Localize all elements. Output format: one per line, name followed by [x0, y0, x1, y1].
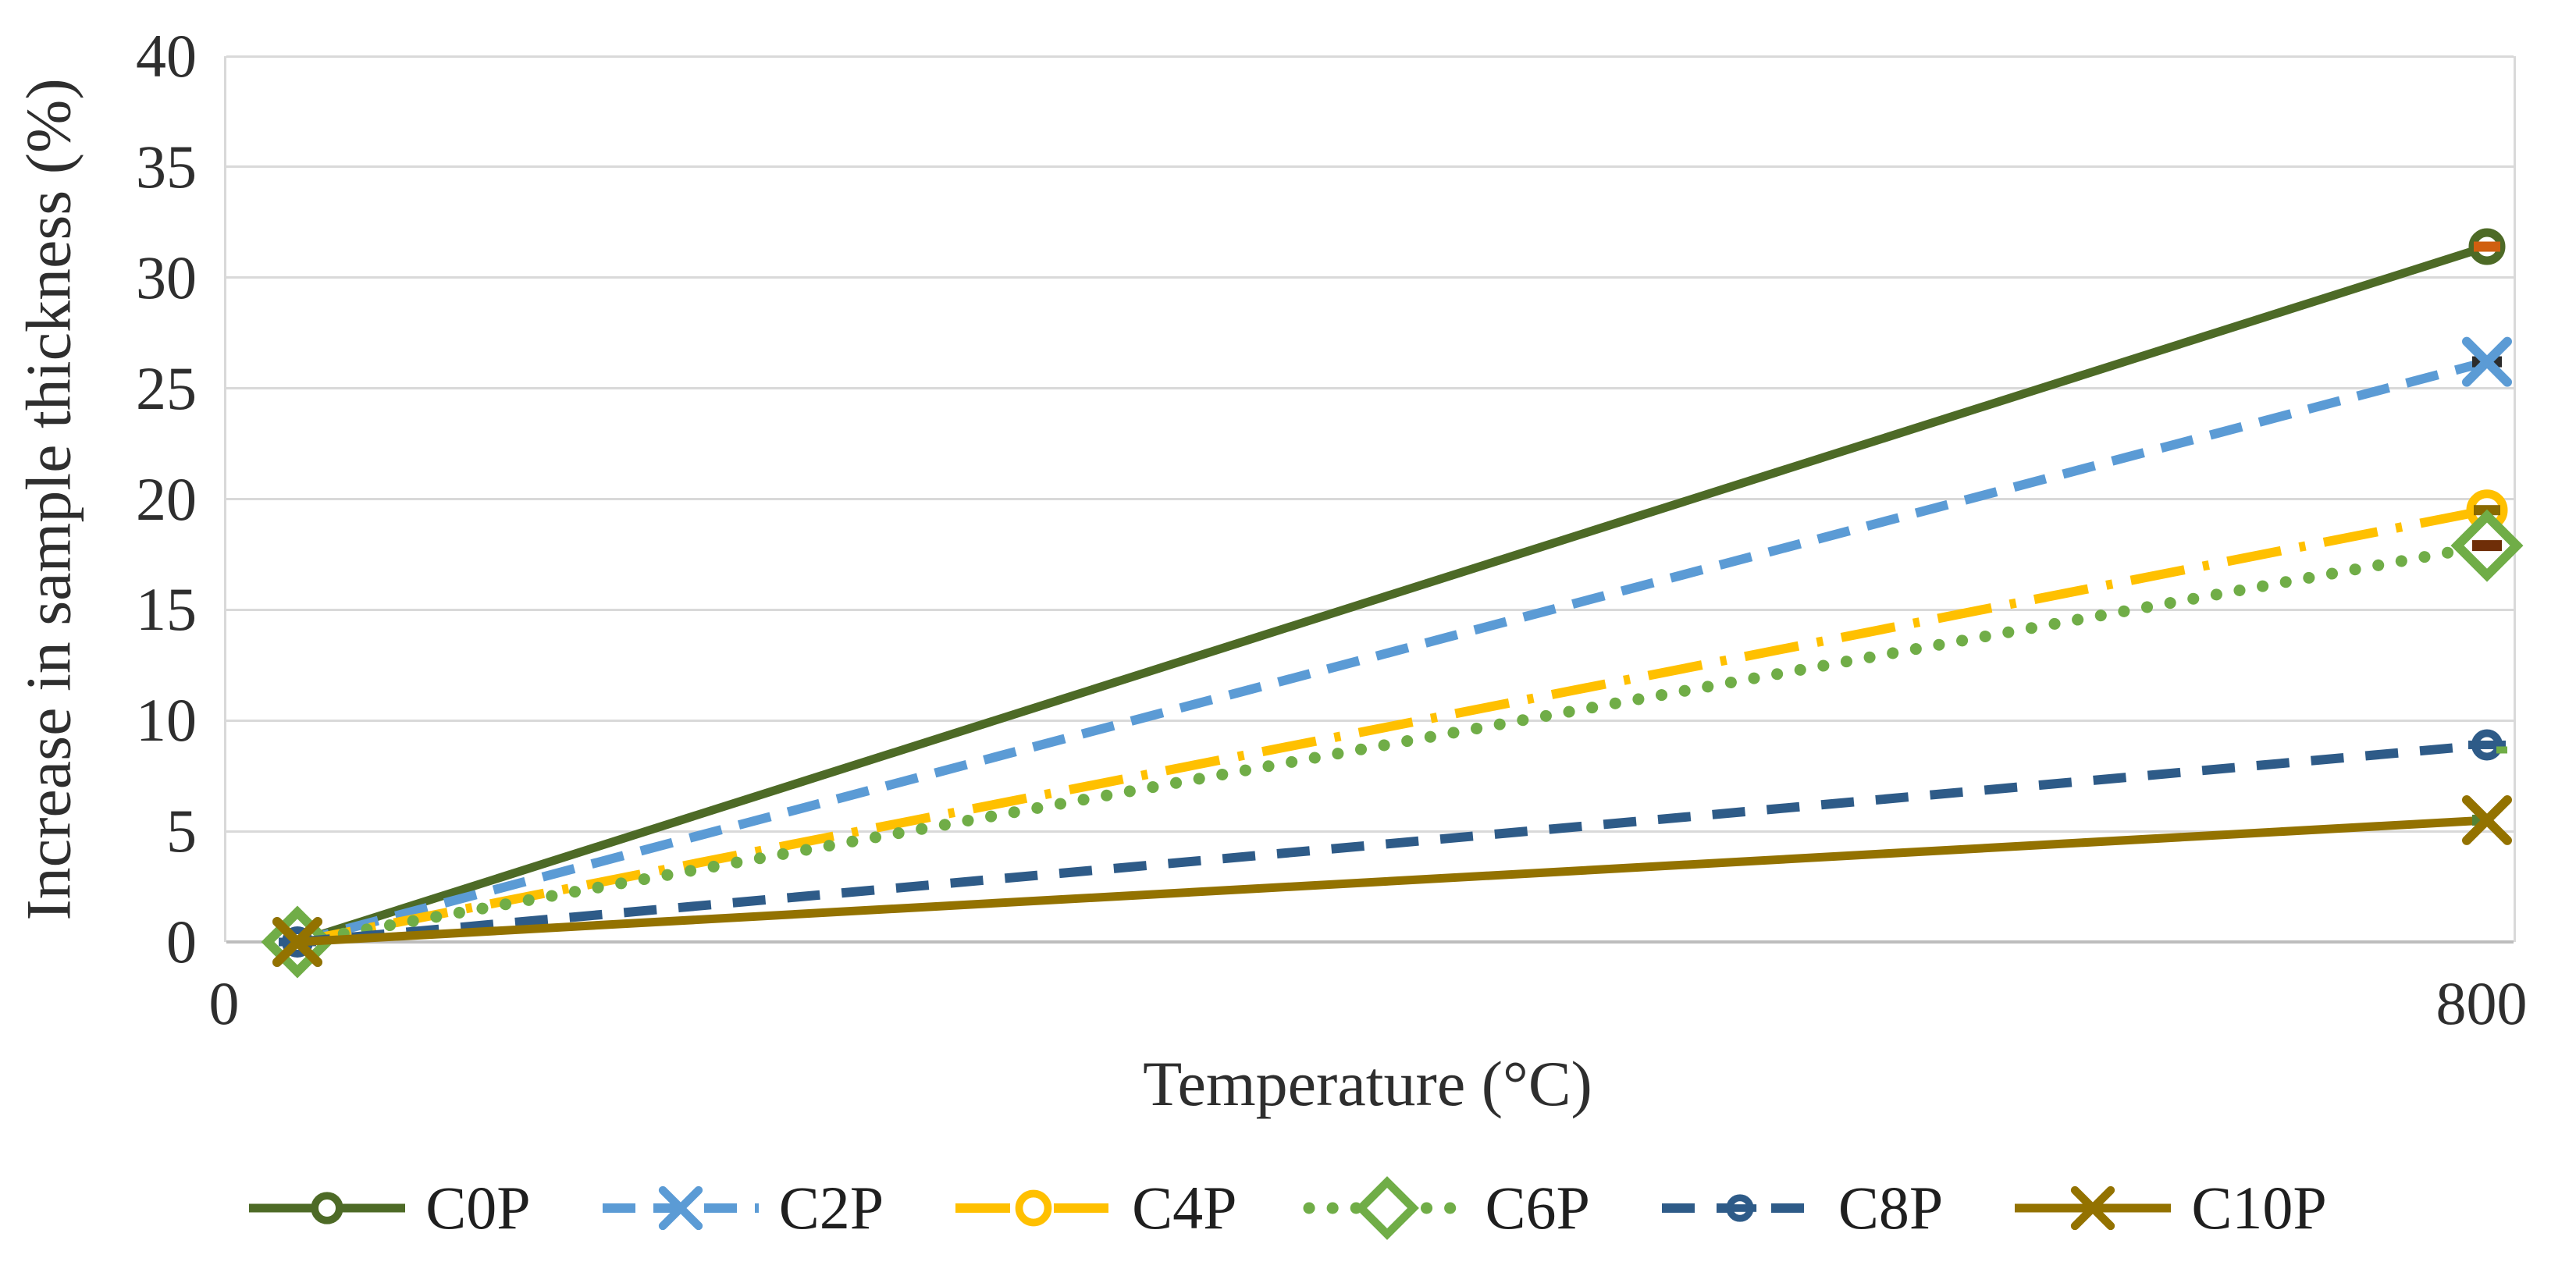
gridline-y-30	[226, 276, 2514, 279]
legend-item-c4p: C4P	[955, 1171, 1237, 1246]
legend-label-c4p: C4P	[1132, 1174, 1237, 1242]
legend-sample-c8p	[1661, 1194, 1818, 1222]
series-plot	[261, 228, 2524, 979]
marker-c6p-diamond-open	[2450, 509, 2524, 582]
y-tick-5: 5	[166, 797, 197, 865]
y-tick-35: 35	[136, 132, 197, 201]
y-tick-25: 25	[136, 354, 197, 422]
marker-c0p-circle-open	[2468, 228, 2506, 265]
legend-sample-c4p	[955, 1189, 1112, 1227]
marker-c10p-x	[2462, 794, 2512, 845]
legend-label-c10p: C10P	[2191, 1174, 2327, 1242]
legend-sample-c6p	[1303, 1176, 1471, 1240]
marker-c4p-circle-open	[1015, 1189, 1052, 1227]
series-c10p	[272, 794, 2512, 967]
legend-item-c0p: C0P	[249, 1171, 531, 1246]
y-tick-15: 15	[136, 575, 197, 644]
x-tick-0: 0	[208, 969, 240, 1037]
marker-c6p-diamond-open	[1354, 1176, 1419, 1240]
legend-label-c8p: C8P	[1838, 1174, 1944, 1242]
y-tick-20: 20	[136, 464, 197, 533]
x-axis-line	[226, 940, 2514, 944]
legend-sample-c10p	[2015, 1185, 2172, 1231]
legend: C0P C2P C4P C6P C8P C10P	[0, 1171, 2576, 1246]
plot-area	[224, 55, 2524, 979]
legend-label-c2p: C2P	[778, 1174, 884, 1242]
gridline-y-25	[226, 387, 2514, 390]
gridline-y-15	[226, 608, 2514, 611]
legend-label-c0p: C0P	[425, 1174, 531, 1242]
legend-item-c10p: C10P	[2015, 1171, 2327, 1246]
gridline-y-10	[226, 719, 2514, 722]
x-axis-title: Temperature (°C)	[1143, 1048, 1592, 1119]
legend-sample-c2p	[602, 1185, 759, 1231]
y-tick-40: 40	[136, 22, 197, 90]
marker-c2p-x	[2462, 336, 2512, 387]
gridline-y-40	[226, 55, 2514, 58]
marker-c8p-circle-dash	[1723, 1194, 1757, 1222]
marker-c10p-x	[272, 917, 322, 967]
marker-c2p-x	[658, 1185, 703, 1231]
series-c2p	[272, 336, 2512, 967]
gridline-y-5	[226, 830, 2514, 833]
legend-item-c2p: C2P	[602, 1171, 884, 1246]
legend-item-c8p: C8P	[1661, 1171, 1944, 1246]
legend-item-c6p: C6P	[1303, 1171, 1590, 1246]
legend-label-c6p: C6P	[1485, 1174, 1590, 1242]
gridline-y-20	[226, 498, 2514, 500]
y-tick-10: 10	[136, 686, 197, 755]
y-tick-30: 30	[136, 243, 197, 311]
series-c4p	[276, 489, 2508, 963]
legend-sample-c0p	[249, 1192, 406, 1224]
marker-c10p-x	[2071, 1185, 2115, 1231]
x-tick-800: 800	[2435, 969, 2528, 1037]
gridline-y-35	[226, 165, 2514, 169]
y-tick-0: 0	[166, 908, 197, 976]
marker-c8p-circle-dash	[2468, 729, 2507, 761]
marker-c0p-circle-open	[311, 1192, 343, 1224]
series-c6p	[261, 509, 2524, 979]
